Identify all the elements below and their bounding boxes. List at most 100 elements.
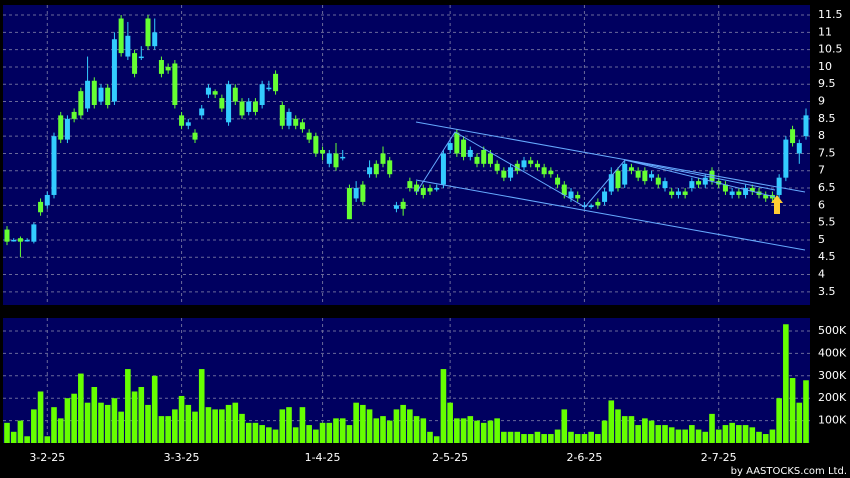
- volume-bar: [10, 431, 17, 443]
- candle-body: [461, 139, 467, 157]
- candle-body: [414, 184, 420, 192]
- volume-bar: [796, 402, 803, 443]
- volume-bar: [380, 416, 386, 443]
- volume-bar: [527, 434, 534, 443]
- y-tick-label: 4: [818, 268, 825, 281]
- candle-body: [783, 139, 789, 178]
- candle-body: [736, 191, 742, 195]
- volume-bar: [561, 409, 568, 443]
- candle-body: [11, 239, 17, 242]
- volume-bar: [648, 420, 655, 443]
- volume-bar: [333, 418, 339, 443]
- volume-bar: [17, 420, 24, 443]
- volume-bar: [467, 416, 474, 443]
- volume-bar: [756, 431, 762, 443]
- volume-bar: [57, 418, 64, 443]
- y-tick-label: 8.5: [818, 112, 836, 125]
- candle-body: [172, 63, 178, 105]
- volume-bar: [554, 429, 561, 443]
- volume-bar: [78, 373, 84, 443]
- candle-body: [447, 143, 453, 150]
- volume-bar: [125, 369, 131, 443]
- volume-bar: [615, 409, 621, 443]
- candle-body: [709, 170, 715, 182]
- candle-body: [326, 153, 332, 164]
- y-tick-label: 11.5: [818, 8, 843, 21]
- volume-bar: [131, 391, 138, 443]
- volume-bar: [151, 375, 158, 443]
- volume-bar: [689, 425, 695, 443]
- x-tick-label: 3-2-25: [29, 451, 65, 464]
- volume-bar: [44, 436, 51, 443]
- volume-bar: [4, 422, 10, 443]
- volume-bar: [366, 409, 373, 443]
- volume-bar: [104, 404, 111, 443]
- candle-body: [796, 143, 802, 154]
- volume-bar: [514, 431, 521, 443]
- candle-body: [333, 153, 339, 168]
- candle-body: [655, 177, 661, 185]
- y-tick-label: 5.5: [818, 216, 836, 229]
- candle-body: [749, 188, 755, 192]
- volume-bar: [51, 407, 57, 443]
- volume-bar: [695, 429, 702, 443]
- volume-bar: [225, 404, 232, 443]
- volume-bar: [407, 409, 413, 443]
- y-tick-label: 400K: [818, 346, 847, 359]
- candle-body: [427, 188, 433, 192]
- candle-body: [588, 205, 594, 208]
- candle-body: [803, 115, 809, 137]
- candle-body: [239, 101, 245, 116]
- candle-body: [313, 136, 319, 154]
- candle-body: [722, 184, 728, 192]
- candle-body: [729, 191, 735, 195]
- candle-body: [608, 174, 614, 192]
- candle-body: [628, 167, 634, 171]
- volume-bar: [548, 434, 554, 443]
- candle-body: [675, 191, 681, 195]
- volume-bar: [427, 431, 433, 443]
- credit: by AASTOCKS.com Ltd.: [731, 466, 847, 477]
- volume-bar: [675, 429, 682, 443]
- arrow: [771, 195, 783, 214]
- candle-body: [51, 136, 57, 195]
- candle-body: [367, 167, 373, 175]
- candle-body: [138, 56, 144, 59]
- volume-bar: [601, 420, 608, 443]
- candle-body: [776, 177, 782, 195]
- candle-body: [125, 35, 131, 57]
- y-tick-label: 11: [818, 25, 832, 38]
- volume-bar: [494, 418, 500, 443]
- candle-body: [790, 129, 796, 144]
- candle-body: [602, 191, 608, 202]
- volume-bar: [474, 420, 480, 443]
- candle-body: [212, 91, 218, 95]
- candle-body: [185, 122, 191, 126]
- candle-body: [306, 132, 312, 140]
- volume-bar: [306, 425, 312, 443]
- y-tick-label: 100K: [818, 414, 847, 427]
- volume-bar: [722, 425, 729, 443]
- candle-body: [407, 181, 413, 189]
- candle-body: [320, 149, 326, 154]
- volume-bar: [789, 378, 796, 443]
- candle-body: [568, 191, 574, 199]
- volume-bar: [232, 402, 239, 443]
- candle-body: [440, 153, 446, 185]
- x-tick-label: 3-3-25: [164, 451, 200, 464]
- volume-bar: [480, 422, 487, 443]
- candle-body: [340, 156, 346, 159]
- candle-body: [31, 224, 37, 242]
- volume-bar: [118, 411, 124, 443]
- candle-body: [662, 181, 668, 189]
- y-tick-label: 200K: [818, 391, 847, 404]
- candle-body: [205, 87, 211, 95]
- y-tick-label: 10.5: [818, 43, 843, 56]
- volume-bar: [292, 427, 299, 443]
- candle-body: [118, 18, 124, 54]
- candle-body: [78, 91, 84, 116]
- volume-bar: [111, 398, 118, 443]
- candle-body: [434, 188, 440, 190]
- volume-bar: [279, 409, 286, 443]
- volume-bar: [803, 380, 809, 443]
